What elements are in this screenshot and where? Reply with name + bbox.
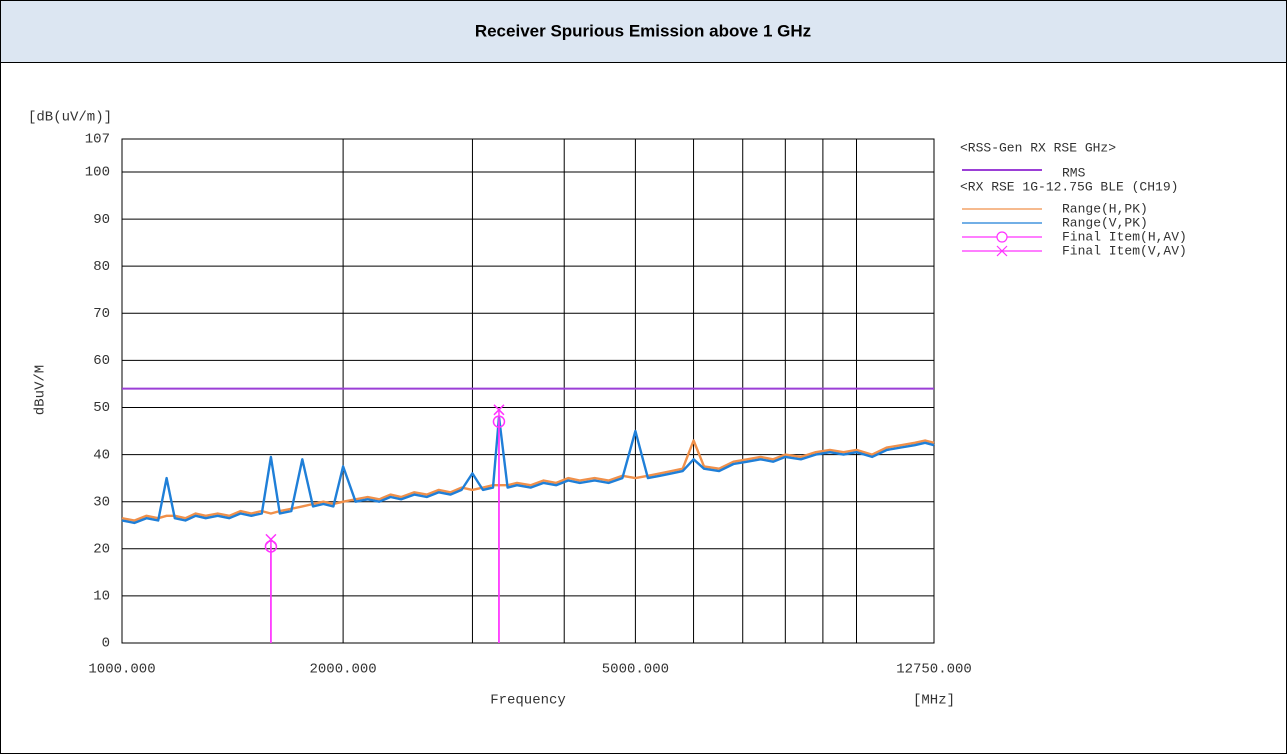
x-tick-label: 2000.000 [309,662,376,678]
y-tick-label: 40 [93,447,110,463]
y-tick-label: 30 [93,494,110,510]
plot-area [121,138,935,644]
legend-marker [996,245,1008,257]
y-unit: [dB(uV/m)] [28,110,112,126]
header-title: Receiver Spurious Emission above 1 GHz [475,21,811,40]
legend-label: RMS [1062,165,1086,180]
final-marker [493,404,505,416]
x-unit: [MHz] [913,693,955,709]
y-axis-label: dBuV/M [33,365,49,415]
x-tick-label: 1000.000 [88,662,155,678]
legend-label: Range(V,PK) [1062,215,1148,230]
y-tick-label: 60 [93,353,110,369]
legend-group: <RX RSE 1G-12.75G BLE (CH19) [960,179,1178,194]
x-tick-label: 12750.000 [896,662,972,678]
legend-marker [996,231,1008,243]
legend-label: Range(H,PK) [1062,201,1148,216]
trace [121,439,935,522]
y-tick-label: 0 [102,636,110,652]
legend-label: Final Item(V,AV) [1062,243,1187,258]
y-tick-label: 80 [93,259,110,275]
legend-group: <RSS-Gen RX RSE GHz> [960,140,1116,155]
y-tick-label: 20 [93,541,110,557]
legend-label: Final Item(H,AV) [1062,229,1187,244]
y-tick-label: 10 [93,589,110,605]
final-marker [265,533,277,545]
y-tick-label: 100 [85,165,110,181]
x-axis-label: Frequency [490,693,566,709]
trace [121,415,935,525]
y-tick-label: 107 [85,132,110,148]
header-band [0,0,1287,63]
y-tick-label: 50 [93,400,110,416]
x-tick-label: 5000.000 [602,662,669,678]
y-tick-label: 90 [93,212,110,228]
y-tick-label: 70 [93,306,110,322]
